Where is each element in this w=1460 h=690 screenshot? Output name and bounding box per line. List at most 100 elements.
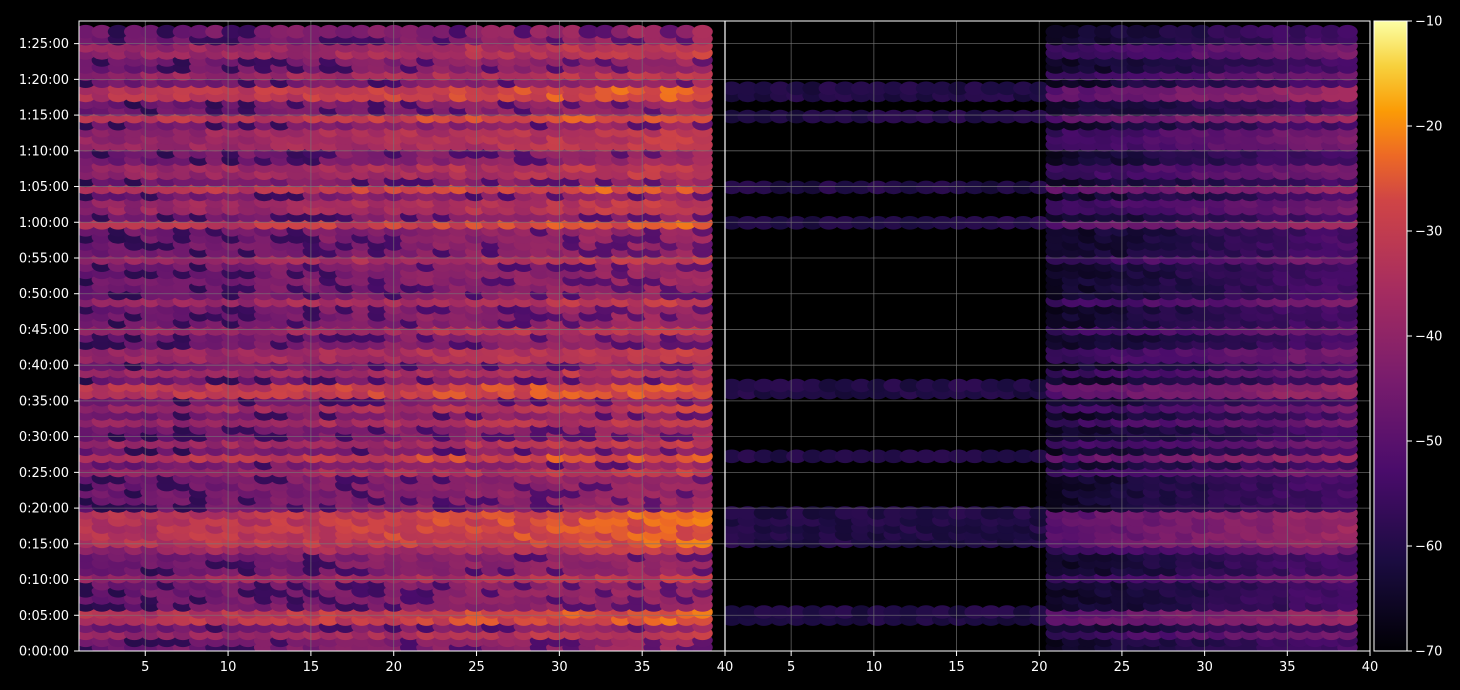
heatmap-cell [899,216,921,230]
heatmap-cell [932,378,953,393]
heatmap-cell [737,180,759,195]
heatmap-cell [675,24,697,39]
heatmap-cell [769,216,791,230]
heatmap-cell [802,506,823,520]
heatmap-cell [725,378,742,393]
heatmap-cell [156,24,178,39]
heatmap-cell [802,216,823,230]
heatmap-cell [996,378,1018,393]
heatmap-cell [91,24,113,39]
heatmap-cell [883,449,904,464]
heatmap-cell [172,24,194,39]
heatmap-cell [899,378,921,393]
heatmap-cell [594,24,616,39]
heatmap-cell [351,24,372,39]
heatmap-cell [851,378,872,393]
heatmap-cell [659,24,681,39]
heatmap-cell [915,216,937,230]
heatmap-cell [948,180,969,195]
heatmap-cell [948,449,969,464]
heatmap-cell [932,449,953,464]
heatmap-cell [834,506,856,520]
heatmap-cell [867,180,888,195]
heatmap-cell [867,506,888,520]
heatmap-cell [753,449,775,464]
heatmap-cell [802,378,823,393]
heatmap-cell [725,449,742,464]
heatmap-cell [562,24,583,39]
heatmap-cell [725,216,742,230]
heatmap-cell [416,24,437,39]
heatmap-cell [932,216,953,230]
heatmap-cell [851,180,872,195]
heatmap-cell [335,24,356,39]
heatmap-cell [124,24,145,39]
heatmap-cell [980,506,1002,520]
heatmap-cell [915,378,937,393]
heatmap-cell [932,180,953,195]
heatmap-cell [79,24,96,39]
heatmap-cell [996,216,1018,230]
heatmap-cell [802,180,823,195]
heatmap-cell [867,449,888,464]
heatmap-cell [737,216,759,230]
heatmap-cell [318,24,340,39]
heatmap-cell [481,24,502,39]
heatmap-cell [834,216,856,230]
heatmap-cell [818,216,840,230]
heatmap-cell [1013,506,1034,520]
heatmap-cell [834,449,856,464]
heatmap-cell [578,24,600,39]
heatmap-cell [980,449,1002,464]
heatmap-cell [769,378,791,393]
heatmap-cell [513,24,535,39]
heatmap-cell [270,24,291,39]
heatmap-cell [627,24,648,39]
heatmap-cell [867,216,888,230]
heatmap-cell [753,216,775,230]
heatmap-cell [932,506,953,520]
heatmap-cell [497,24,518,39]
heatmap-cell [189,24,210,39]
heatmap-cell [996,449,1018,464]
heatmap-cell [818,378,840,393]
heatmap-cell [432,24,454,39]
heatmap-cell [753,506,775,520]
heatmap-cell [964,378,985,393]
heatmap-cell [643,24,665,39]
heatmap-cell [996,180,1018,195]
heatmap-cell [1013,449,1034,464]
heatmap-cell [448,24,470,39]
heatmap-cell [851,506,872,520]
heatmap-cell [964,216,985,230]
heatmap-cell [737,378,759,393]
heatmap-cell [611,24,632,39]
heatmap-cell [899,180,921,195]
heatmap-cell [834,378,856,393]
heatmap-cell [464,24,486,39]
heatmap-cell [753,180,775,195]
heatmap-cell [1013,180,1034,195]
heatmap-cell [286,24,308,39]
heatmap-cell [205,24,226,39]
heatmap-cell [964,506,985,520]
heatmap-cell [883,378,904,393]
heatmap-cell [769,449,791,464]
heatmap-cell [692,24,713,39]
heatmap-cell [237,24,259,39]
heatmap-cell [948,216,969,230]
heatmap-cell [851,216,872,230]
heatmap-cell [899,506,921,520]
heatmap-cell [883,180,904,195]
heatmap-cell [883,506,904,520]
heatmap-cell [1013,378,1034,393]
heatmap-cell [818,180,840,195]
heatmap-cell [725,506,742,520]
heatmap-cell [980,216,1002,230]
heatmap-cell [851,449,872,464]
heatmap-cell [883,216,904,230]
heatmap-cell [834,180,856,195]
heatmap-cell [1013,216,1034,230]
heatmap-cell [737,449,759,464]
